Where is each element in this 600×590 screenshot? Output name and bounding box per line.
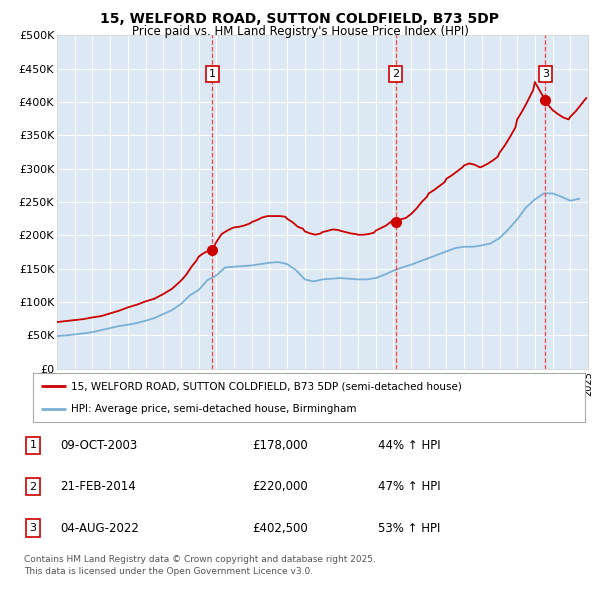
Text: 2: 2 (392, 69, 399, 78)
Text: £220,000: £220,000 (252, 480, 308, 493)
Text: Price paid vs. HM Land Registry's House Price Index (HPI): Price paid vs. HM Land Registry's House … (131, 25, 469, 38)
Text: 2: 2 (29, 482, 37, 491)
Text: 44% ↑ HPI: 44% ↑ HPI (378, 439, 440, 452)
Text: 04-AUG-2022: 04-AUG-2022 (60, 522, 139, 535)
Text: 21-FEB-2014: 21-FEB-2014 (60, 480, 136, 493)
Text: 15, WELFORD ROAD, SUTTON COLDFIELD, B73 5DP (semi-detached house): 15, WELFORD ROAD, SUTTON COLDFIELD, B73 … (71, 381, 461, 391)
Text: 47% ↑ HPI: 47% ↑ HPI (378, 480, 440, 493)
Text: 09-OCT-2003: 09-OCT-2003 (60, 439, 137, 452)
Text: £178,000: £178,000 (252, 439, 308, 452)
Text: 1: 1 (209, 69, 216, 78)
Text: 3: 3 (542, 69, 549, 78)
Text: 1: 1 (29, 441, 37, 450)
Text: 53% ↑ HPI: 53% ↑ HPI (378, 522, 440, 535)
Text: £402,500: £402,500 (252, 522, 308, 535)
Text: 3: 3 (29, 523, 37, 533)
Text: 15, WELFORD ROAD, SUTTON COLDFIELD, B73 5DP: 15, WELFORD ROAD, SUTTON COLDFIELD, B73 … (101, 12, 499, 26)
Text: Contains HM Land Registry data © Crown copyright and database right 2025.
This d: Contains HM Land Registry data © Crown c… (24, 555, 376, 576)
Text: HPI: Average price, semi-detached house, Birmingham: HPI: Average price, semi-detached house,… (71, 404, 356, 414)
